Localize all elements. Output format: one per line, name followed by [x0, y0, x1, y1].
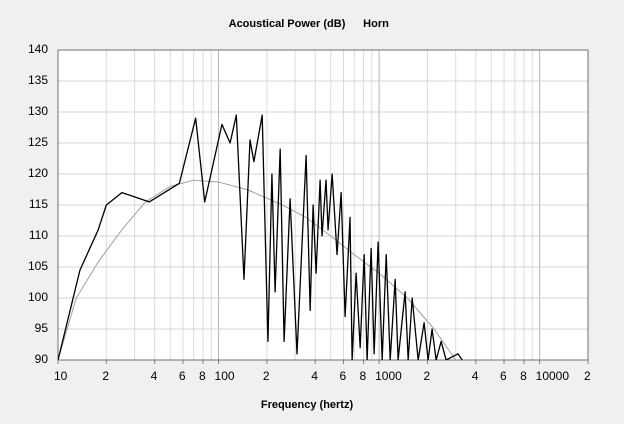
x-tick-label: 2 [263, 369, 270, 383]
x-tick-label: 8 [199, 369, 206, 383]
x-tick-label: 8 [520, 369, 527, 383]
y-tick-label: 120 [28, 166, 48, 180]
x-tick-label: 4 [472, 369, 479, 383]
y-tick-label: 105 [28, 259, 48, 273]
y-tick-label: 125 [28, 135, 48, 149]
x-tick-label: 100 [215, 369, 235, 383]
y-tick-label: 95 [35, 321, 49, 335]
y-tick-label: 90 [35, 352, 49, 366]
y-tick-label: 110 [29, 228, 48, 242]
x-tick-label: 2 [584, 369, 591, 383]
x-tick-label: 4 [151, 369, 158, 383]
chart-subtitle: Horn [363, 18, 389, 30]
x-tick-label: 1000 [375, 369, 402, 383]
x-tick-label: 10 [54, 369, 68, 383]
x-tick-label: 10000 [536, 369, 570, 383]
x-axis-label: Frequency (hertz) [261, 399, 354, 411]
x-tick-label: 2 [423, 369, 430, 383]
x-tick-label: 6 [179, 369, 186, 383]
series-line [58, 179, 457, 360]
x-tick-label: 8 [360, 369, 367, 383]
x-tick-label: 2 [102, 369, 109, 383]
y-tick-label: 115 [29, 197, 48, 211]
x-tick-label: 6 [500, 369, 507, 383]
y-tick-label: 130 [28, 104, 48, 118]
y-tick-label: 100 [28, 290, 48, 304]
x-tick-label: 4 [311, 369, 318, 383]
series-line [58, 114, 463, 360]
y-tick-label: 135 [28, 73, 48, 87]
chart-title: Acoustical Power (dB) [229, 18, 346, 30]
plot-border [57, 49, 589, 361]
y-tick-label: 140 [28, 42, 48, 56]
x-tick-label: 6 [339, 369, 346, 383]
